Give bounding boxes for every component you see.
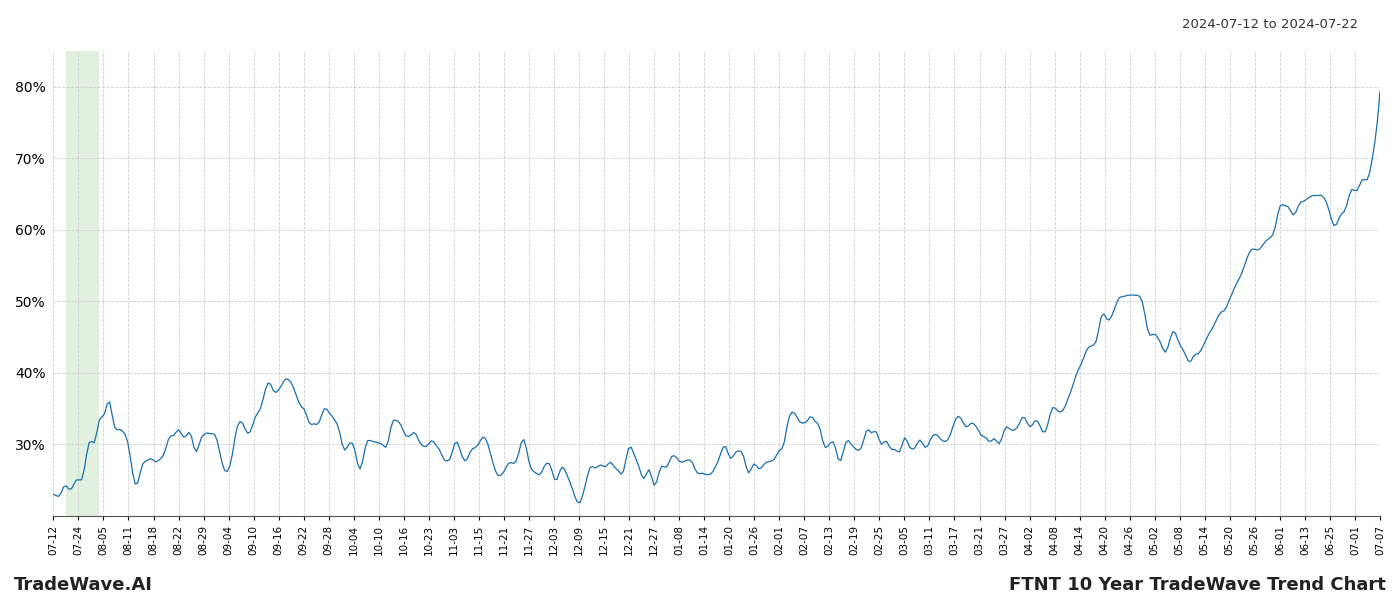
Text: TradeWave.AI: TradeWave.AI — [14, 576, 153, 594]
Text: 2024-07-12 to 2024-07-22: 2024-07-12 to 2024-07-22 — [1182, 18, 1358, 31]
Text: FTNT 10 Year TradeWave Trend Chart: FTNT 10 Year TradeWave Trend Chart — [1009, 576, 1386, 594]
Bar — [66, 51, 99, 516]
